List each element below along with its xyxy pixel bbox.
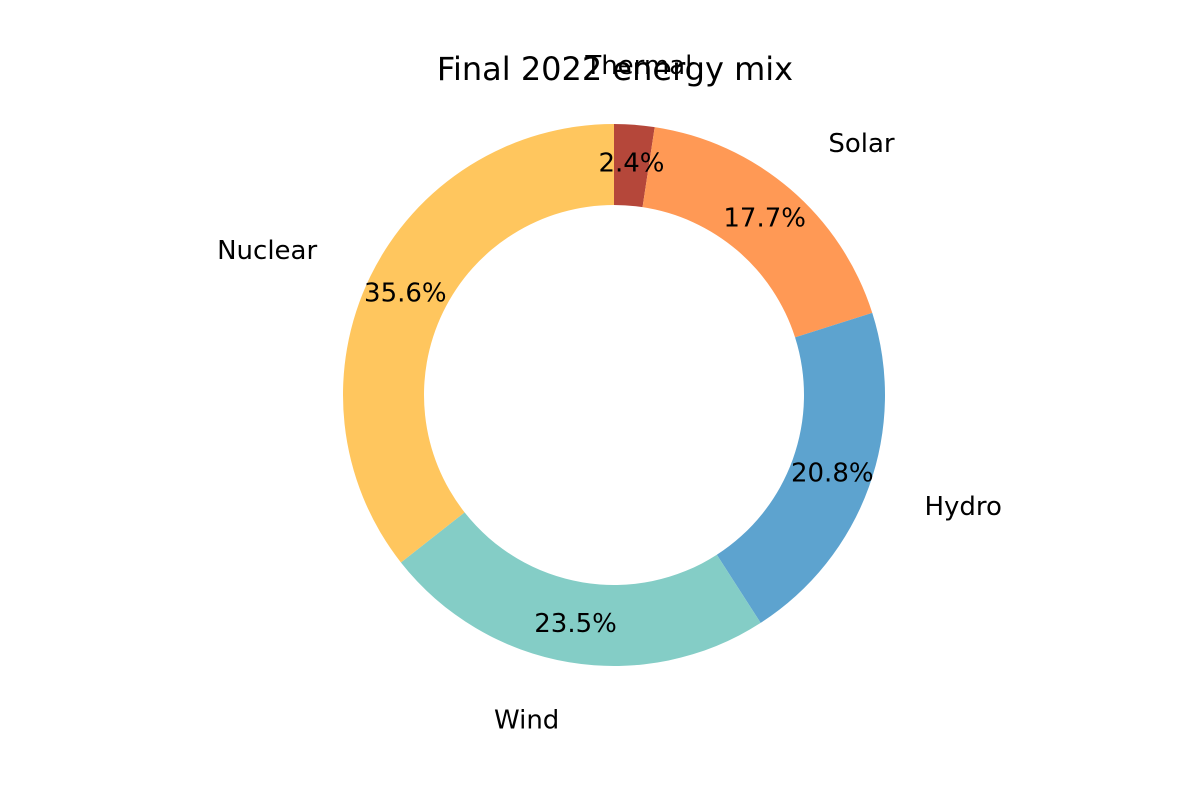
chart-title: Final 2022 energy mix — [437, 50, 793, 88]
pct-label-thermal: 2.4% — [598, 149, 664, 179]
slice-solar — [642, 127, 873, 338]
category-label-wind: Wind — [494, 705, 559, 735]
slice-thermal — [614, 124, 655, 208]
category-labels-group: Thermal Solar Hydro Wind Nuclear — [217, 51, 1002, 735]
pct-label-nuclear: 35.6% — [364, 279, 447, 309]
category-label-hydro: Hydro — [924, 492, 1001, 522]
category-label-nuclear: Nuclear — [217, 236, 317, 266]
category-label-solar: Solar — [828, 129, 895, 159]
pct-label-wind: 23.5% — [534, 609, 617, 639]
slices-group — [343, 124, 885, 667]
category-label-thermal: Thermal — [584, 51, 692, 81]
percent-labels-group: 2.4% 17.7% 20.8% 23.5% 35.6% — [364, 149, 874, 639]
pct-label-hydro: 20.8% — [791, 459, 874, 489]
slice-hydro — [716, 312, 885, 623]
slice-wind — [400, 512, 761, 667]
pct-label-solar: 17.7% — [723, 204, 806, 234]
slice-nuclear — [343, 124, 614, 563]
